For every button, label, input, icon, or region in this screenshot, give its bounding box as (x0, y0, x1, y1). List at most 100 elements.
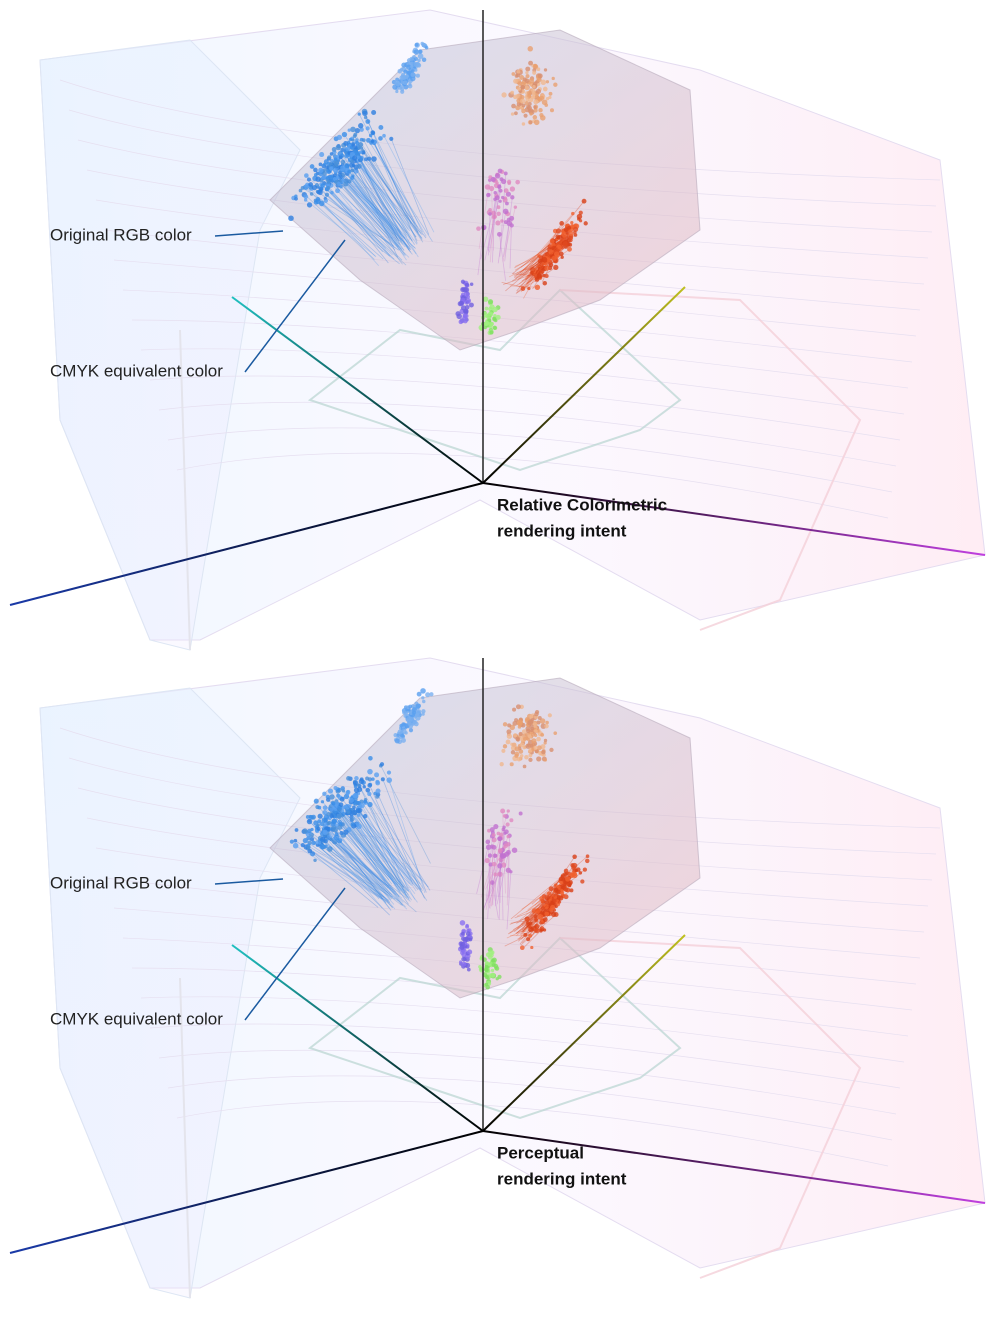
color-point (343, 829, 349, 835)
color-point (362, 110, 368, 117)
color-point (568, 235, 574, 241)
mapping-ray (542, 200, 585, 253)
color-point (509, 186, 516, 192)
color-point (567, 246, 572, 252)
color-point (322, 791, 327, 796)
mapping-ray (342, 179, 402, 250)
color-point (359, 155, 364, 161)
color-point (532, 115, 538, 120)
color-point (409, 61, 415, 67)
color-point (484, 306, 489, 311)
color-point (317, 813, 323, 819)
color-point (572, 872, 577, 877)
color-point (570, 220, 574, 225)
color-point (294, 194, 298, 198)
color-point (322, 805, 328, 811)
color-point (307, 828, 312, 834)
color-point (532, 722, 538, 727)
color-point (492, 317, 497, 322)
mapping-ray (529, 230, 559, 268)
color-point (421, 57, 427, 63)
color-point (568, 242, 573, 247)
color-point (487, 318, 491, 323)
mapping-ray (332, 823, 404, 891)
mapping-ray (304, 830, 402, 906)
color-point (491, 210, 497, 216)
color-point (327, 155, 332, 160)
color-point (395, 77, 400, 82)
color-point (334, 801, 340, 807)
color-point (490, 968, 495, 973)
color-point (509, 223, 514, 228)
mapping-ray (510, 875, 564, 920)
mapping-ray (519, 213, 574, 276)
mapping-ray (308, 820, 383, 909)
color-point (498, 188, 503, 193)
color-point (368, 756, 373, 761)
mapping-ray (316, 826, 380, 900)
color-point (347, 128, 351, 132)
color-point (506, 809, 510, 813)
color-point (367, 783, 373, 788)
color-point (547, 891, 551, 896)
color-point (526, 728, 531, 734)
mapping-ray (324, 835, 396, 893)
color-point (319, 151, 325, 158)
color-point (461, 952, 467, 958)
mapping-ray (336, 177, 416, 249)
color-point (549, 238, 555, 244)
color-point (411, 710, 417, 715)
mapping-ray (350, 152, 400, 242)
color-point (527, 101, 532, 107)
color-point (585, 854, 590, 858)
mapping-ray (338, 803, 405, 894)
color-point (511, 72, 516, 76)
mapping-ray (347, 806, 401, 895)
color-point (493, 313, 497, 318)
color-point (521, 122, 526, 126)
mapping-ray (360, 144, 413, 242)
mapping-ray (343, 170, 413, 255)
color-point (511, 847, 518, 853)
color-point (355, 141, 360, 146)
color-point (461, 961, 467, 967)
color-point (326, 185, 331, 190)
color-point (367, 768, 373, 775)
mapping-ray (357, 810, 422, 893)
mapping-ray (504, 197, 513, 262)
color-point (417, 58, 421, 63)
color-point (331, 147, 337, 152)
mapping-ray (346, 180, 406, 255)
mapping-ray (355, 147, 401, 246)
color-point (326, 179, 331, 185)
color-point (521, 729, 527, 734)
mapping-ray (357, 160, 417, 238)
mapping-ray (487, 213, 491, 256)
color-point (497, 974, 502, 979)
color-point (394, 80, 401, 86)
mapping-ray (346, 173, 412, 251)
color-point (354, 776, 359, 781)
color-point (355, 138, 359, 142)
mapping-ray (517, 249, 550, 280)
mapping-ray (340, 181, 405, 256)
mapping-ray (491, 188, 494, 251)
mapping-ray (507, 835, 510, 898)
color-point (374, 772, 380, 778)
mapping-ray (325, 819, 392, 895)
mapping-ray (516, 260, 556, 286)
color-point (500, 808, 506, 814)
color-point (502, 744, 508, 749)
color-point (549, 108, 555, 113)
mapping-ray (305, 840, 390, 901)
color-point (394, 738, 400, 744)
color-point (356, 783, 361, 787)
color-point (323, 839, 328, 844)
mapping-ray (350, 809, 405, 889)
color-point (378, 136, 383, 141)
mapping-ray (336, 837, 397, 896)
mapping-ray (309, 830, 394, 898)
mapping-ray (476, 829, 493, 894)
color-point (323, 814, 329, 820)
